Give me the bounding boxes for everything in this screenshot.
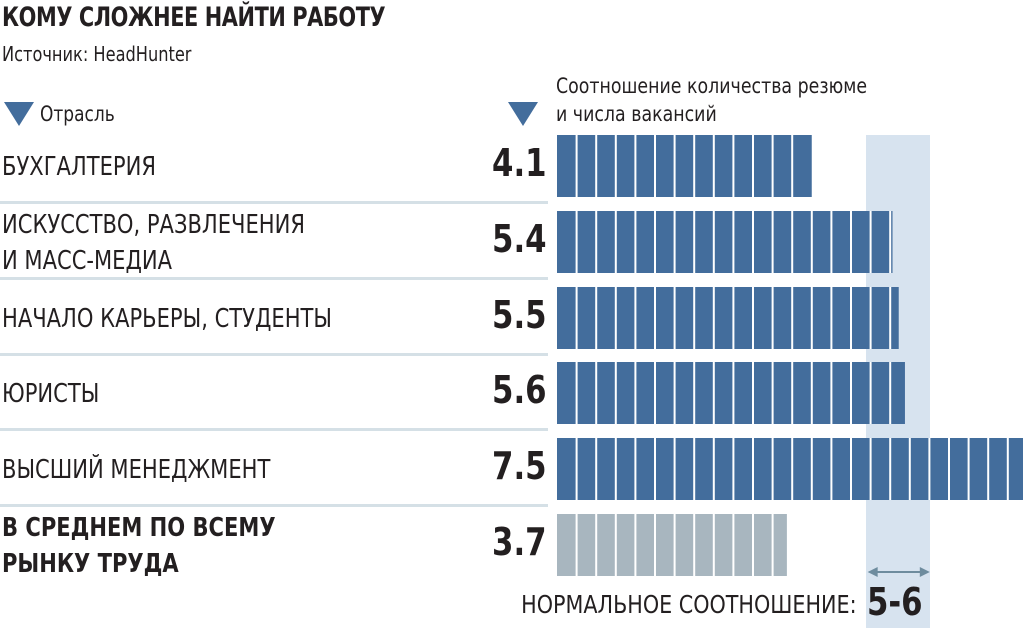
row-separator: [0, 504, 548, 507]
row-separator: [0, 353, 548, 356]
category-label-line1: НАЧАЛО КАРЬЕРЫ, СТУДЕНТЫ: [2, 304, 332, 334]
category-label: БУХГАЛТЕРИЯ: [2, 149, 156, 185]
bar: [557, 438, 1023, 500]
category-label-line1: ЮРИСТЫ: [2, 379, 100, 409]
arrowhead-icon: [919, 567, 930, 577]
value-header-line1: Соотношение количества резюме: [556, 74, 868, 98]
category-label: ИСКУССТВО, РАЗВЛЕЧЕНИЯ И МАСС-МЕДИА: [2, 207, 305, 279]
row-separator: [0, 428, 548, 431]
chart-title: КОМУ СЛОЖНЕЕ НАЙТИ РАБОТУ: [2, 2, 386, 33]
bar: [557, 135, 812, 197]
category-header: Отрасль: [40, 102, 115, 126]
triangle-down-icon: [4, 102, 34, 126]
value-label: 3.7: [492, 520, 547, 564]
value-label: 7.5: [492, 444, 547, 488]
category-label-line1: БУХГАЛТЕРИЯ: [2, 152, 156, 182]
bar: [557, 362, 905, 424]
value-label: 5.4: [492, 217, 547, 261]
category-label: В СРЕДНЕМ ПО ВСЕМУ РЫНКУ ТРУДА: [2, 510, 276, 582]
bar: [557, 287, 899, 349]
category-label-line2: РЫНКУ ТРУДА: [2, 549, 179, 579]
category-label-line1: ВЫСШИЙ МЕНЕДЖМЕНТ: [2, 455, 271, 485]
category-label-line1: В СРЕДНЕМ ПО ВСЕМУ: [2, 513, 276, 543]
value-header: Соотношение количества резюме и числа ва…: [556, 72, 867, 128]
triangle-down-icon: [508, 102, 538, 126]
category-label: НАЧАЛО КАРЬЕРЫ, СТУДЕНТЫ: [2, 301, 332, 337]
value-label: 4.1: [492, 141, 547, 185]
value-header-line2: и числа вакансий: [556, 102, 717, 126]
value-label: 5.6: [492, 368, 547, 412]
normal-range-value: 5-6: [867, 580, 923, 624]
arrowhead-icon: [867, 567, 878, 577]
bar: [557, 211, 893, 273]
category-label-line2: И МАСС-МЕДИА: [2, 246, 173, 276]
value-label: 5.5: [492, 293, 547, 337]
category-label: ВЫСШИЙ МЕНЕДЖМЕНТ: [2, 452, 270, 488]
category-label-line1: ИСКУССТВО, РАЗВЛЕЧЕНИЯ: [2, 210, 305, 240]
chart-source: Источник: HeadHunter: [2, 42, 192, 66]
row-separator: [0, 277, 548, 280]
category-label: ЮРИСТЫ: [2, 376, 99, 412]
normal-range-label: НОРМАЛЬНОЕ СООТНОШЕНИЕ:: [521, 590, 857, 619]
row-separator: [0, 201, 548, 204]
